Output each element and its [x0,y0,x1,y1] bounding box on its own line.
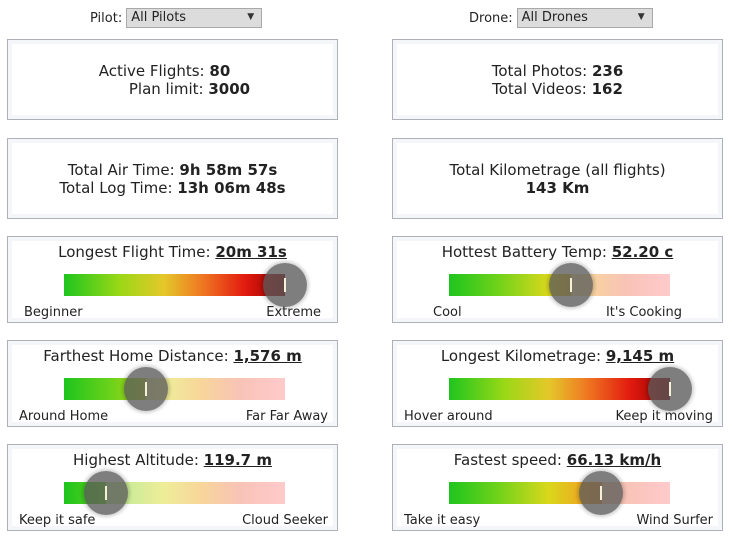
gauge-knob[interactable] [648,367,692,411]
gauge-knob-tick [104,486,107,500]
plan-limit-value: 3000 [208,79,251,98]
total-air-time-row: Total Air Time: 9h 58m 57s [12,161,333,179]
gauge-knob[interactable] [123,367,168,411]
drone-select-value: All Drones [521,10,588,25]
pilot-filter: Pilot: All Pilots ▼ [90,8,263,28]
gauge-max-label: Wind Surfer [636,513,713,528]
gauge-knob-tick [144,382,147,396]
gauge-tint [106,482,285,504]
longest-kilometrage-title: Longest Kilometrage: 9,145 m [397,347,718,365]
fastest-speed-title: Fastest speed: 66.13 km/h [397,451,718,469]
gauge-value: 119.7 m [203,451,272,469]
drone-filter-label: Drone: [469,10,513,26]
total-photos-row: Total Photos: 236 [397,62,718,80]
gauge-min-label: Take it easy [404,513,481,528]
gauge-knob-tick [569,278,572,292]
gauge-label: Farthest Home Distance: [43,347,229,365]
gauge-knob[interactable] [579,471,624,515]
gauge-max-label: Cloud Seeker [242,513,328,528]
gauge-tint [570,274,670,296]
gauge-knob[interactable] [263,263,307,307]
total-photos-label: Total Photos: [491,61,588,80]
gauge-min-label: Cool [433,305,462,320]
total-videos-label: Total Videos: [492,79,587,98]
total-videos-row: Total Videos: 162 [397,80,718,98]
gauge-max-label: Far Far Away [245,409,328,424]
gauge-label: Fastest speed: [453,451,562,469]
gauge-label: Longest Flight Time: [58,243,211,261]
gauge-min-label: Hover around [404,409,493,424]
total-videos-value: 162 [591,79,623,98]
active-flights-label: Active Flights: [98,61,205,80]
gauge-min-label: Beginner [24,305,83,320]
gauge-tint [145,378,285,400]
plan-limit-row: Plan limit: 3000 [12,80,333,98]
flights-card: Active Flights: 80 Plan limit: 3000 [7,39,338,120]
time-card: Total Air Time: 9h 58m 57s Total Log Tim… [7,138,338,219]
gauge-max-label: Keep it moving [615,409,713,424]
pilot-filter-label: Pilot: [90,10,123,26]
gauge-track [64,263,307,307]
pilot-select-value: All Pilots [131,10,187,25]
gauge-track [64,367,285,411]
gauge-value: 1,576 m [233,347,302,365]
gauge-max-label: Extreme [266,305,321,320]
chevron-down-icon: ▼ [247,12,255,22]
hottest-battery-temp-card: Hottest Battery Temp: 52.20 c Cool It's … [392,236,723,323]
highest-altitude-title: Highest Altitude: 119.7 m [12,451,333,469]
drone-filter: Drone: All Drones ▼ [469,8,653,28]
total-kilometrage-value: 143 Km [525,178,590,197]
gauge-track [449,263,670,307]
gauge-knob-tick [669,382,671,396]
pilot-select[interactable]: All Pilots ▼ [126,8,263,28]
total-log-time-label: Total Log Time: [59,178,173,197]
gauge-min-label: Keep it safe [19,513,96,528]
drone-select[interactable]: All Drones ▼ [516,8,653,28]
gauge-knob[interactable] [83,471,128,515]
longest-flight-time-card: Longest Flight Time: 20m 31s Beginner Ex… [7,236,338,323]
total-photos-value: 236 [591,61,624,80]
chevron-down-icon: ▼ [637,12,645,22]
total-air-time-value: 9h 58m 57s [179,160,278,179]
gauge-track [449,471,670,515]
gauge-value: 9,145 m [605,347,675,365]
total-air-time-label: Total Air Time: [67,160,175,179]
gauge-label: Hottest Battery Temp: [441,243,607,261]
longest-flight-time-title: Longest Flight Time: 20m 31s [12,243,333,261]
gauge-label: Longest Kilometrage: [440,347,602,365]
gauge-knob-tick [600,486,603,500]
gauge-label: Highest Altitude: [73,451,199,469]
total-log-time-value: 13h 06m 48s [177,178,286,197]
gauge-track [449,367,692,411]
longest-kilometrage-card: Longest Kilometrage: 9,145 m Hover aroun… [392,340,723,427]
total-log-time-row: Total Log Time: 13h 06m 48s [12,179,333,197]
highest-altitude-card: Highest Altitude: 119.7 m Keep it safe C… [7,444,338,531]
media-card: Total Photos: 236 Total Videos: 162 [392,39,723,120]
fastest-speed-card: Fastest speed: 66.13 km/h Take it easy W… [392,444,723,531]
kilometrage-card: Total Kilometrage (all flights) 143 Km [392,138,723,219]
farthest-home-distance-card: Farthest Home Distance: 1,576 m Around H… [7,340,338,427]
active-flights-value: 80 [209,61,231,80]
gauge-value: 52.20 c [611,243,674,261]
gauge-max-label: It's Cooking [605,305,682,320]
gauge-track [64,471,285,515]
total-kilometrage-label: Total Kilometrage (all flights) [449,160,666,179]
plan-limit-label: Plan limit: [128,79,204,98]
gauge-knob-tick [284,278,286,292]
hottest-battery-temp-title: Hottest Battery Temp: 52.20 c [397,243,718,261]
gauge-value: 66.13 km/h [566,451,662,469]
farthest-home-distance-title: Farthest Home Distance: 1,576 m [12,347,333,365]
gauge-value: 20m 31s [215,243,287,261]
gauge-min-label: Around Home [19,409,109,424]
gauge-knob[interactable] [548,263,593,307]
active-flights-row: Active Flights: 80 [12,62,333,80]
